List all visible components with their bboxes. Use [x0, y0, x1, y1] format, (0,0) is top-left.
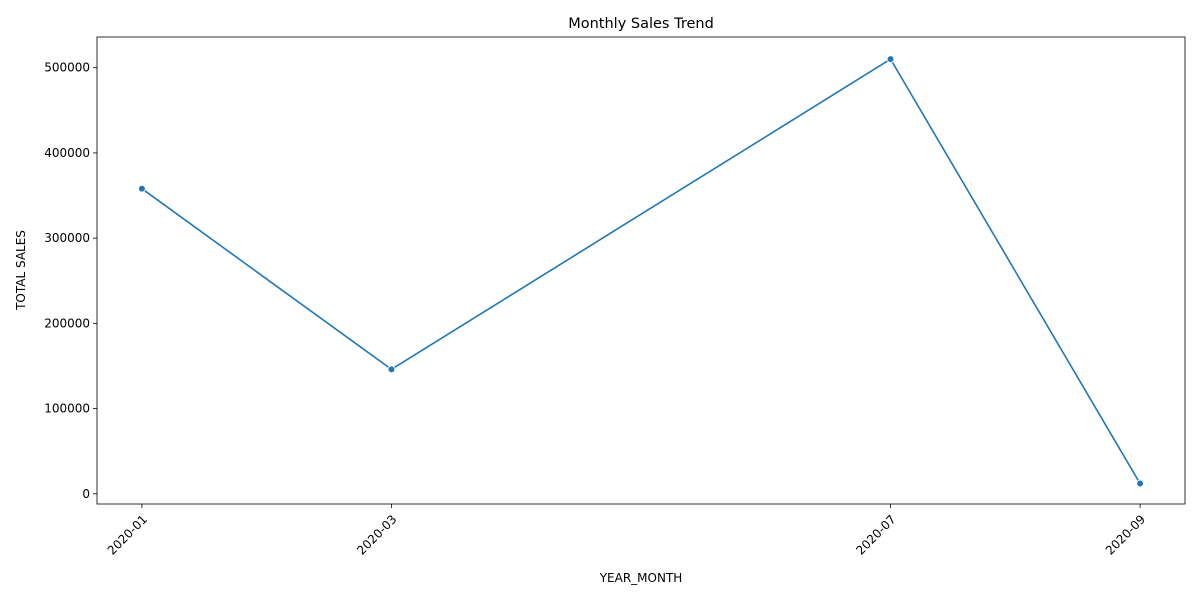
- x-tick-label: 2020-03: [354, 512, 399, 557]
- data-point: [138, 184, 146, 193]
- x-tick-label: 2020-01: [105, 512, 150, 557]
- data-point: [886, 55, 895, 63]
- y-axis-label: TOTAL SALES: [14, 230, 28, 311]
- x-tick-label: 2020-07: [853, 512, 898, 557]
- y-tick-label: 300000: [44, 231, 90, 245]
- data-point: [1136, 479, 1144, 488]
- x-tick-label: 2020-09: [1103, 512, 1148, 557]
- plot-area: 0 100000 200000 300000 400000 500000 2020-01 20…: [44, 36, 1186, 558]
- y-tick-label: 200000: [44, 316, 90, 330]
- y-tick-label: 100000: [44, 402, 90, 416]
- plot-frame: [96, 36, 1186, 505]
- y-tick-label: 0: [82, 487, 90, 501]
- series-line: [141, 58, 1141, 485]
- x-axis-label: YEAR_MONTH: [599, 571, 683, 585]
- data-point: [387, 365, 396, 374]
- y-tick-label: 400000: [44, 146, 90, 160]
- y-tick-label: 500000: [44, 61, 90, 75]
- chart-title: Monthly Sales Trend: [568, 16, 714, 32]
